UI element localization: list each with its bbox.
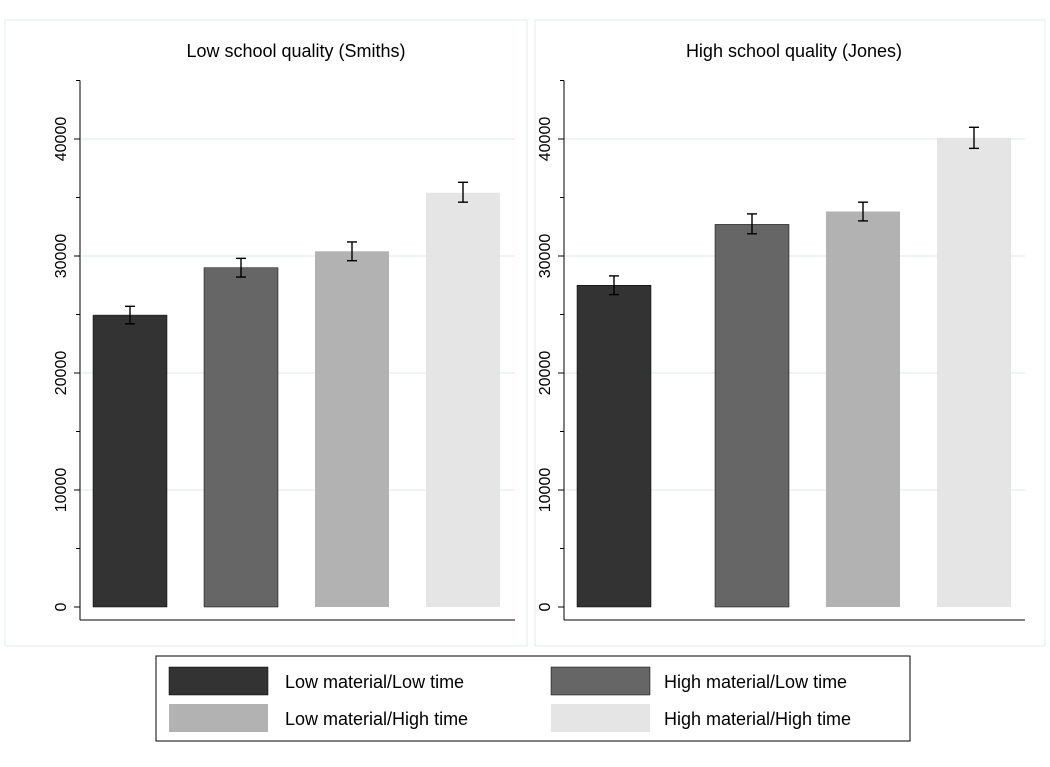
y-tick-label: 40000 [53, 117, 70, 162]
y-tick-label: 10000 [537, 468, 554, 513]
y-tick-label: 10000 [53, 468, 70, 513]
plot-area: 0 10000 20000 30000 40000 [53, 80, 515, 621]
legend-swatch-low-material-low-time [168, 666, 269, 696]
plot-area: 0 10000 20000 30000 40000 [537, 80, 1025, 621]
legend: Low material/Low time High material/Low … [155, 655, 911, 742]
legend-label: High material/High time [664, 709, 851, 729]
y-tick-label: 40000 [537, 117, 554, 162]
bar-low-material-high-time [315, 251, 389, 607]
bar-low-material-high-time [826, 211, 900, 608]
y-tick-label: 30000 [537, 234, 554, 279]
legend-swatch-high-material-high-time [551, 704, 650, 732]
legend-box [155, 655, 911, 742]
panel-title: Low school quality (Smiths) [186, 41, 405, 61]
legend-label: Low material/High time [285, 709, 468, 729]
legend-label: Low material/Low time [285, 672, 464, 692]
bar-high-material-high-time [937, 137, 1011, 607]
y-tick-label: 30000 [53, 234, 70, 279]
bar-low-material-low-time [92, 314, 168, 608]
y-tick-label: 0 [537, 602, 554, 611]
legend-swatch-high-material-low-time [550, 666, 651, 696]
panel-low-school-quality: Low school quality (Smiths) 0 10000 20000 3… [4, 19, 528, 647]
legend-label: High material/Low time [664, 672, 847, 692]
y-tick-label: 20000 [53, 351, 70, 396]
y-tick-label: 0 [53, 602, 70, 611]
panel-high-school-quality: High school quality (Jones) 0 10000 20000 3… [534, 19, 1046, 647]
y-tick-label: 20000 [537, 351, 554, 396]
bar-high-material-low-time [714, 224, 790, 608]
bar-high-material-low-time [203, 267, 279, 608]
legend-swatch-low-material-high-time [169, 704, 268, 732]
bar-high-material-high-time [426, 192, 500, 607]
bar-low-material-low-time [576, 285, 652, 608]
panel-title: High school quality (Jones) [686, 41, 902, 61]
